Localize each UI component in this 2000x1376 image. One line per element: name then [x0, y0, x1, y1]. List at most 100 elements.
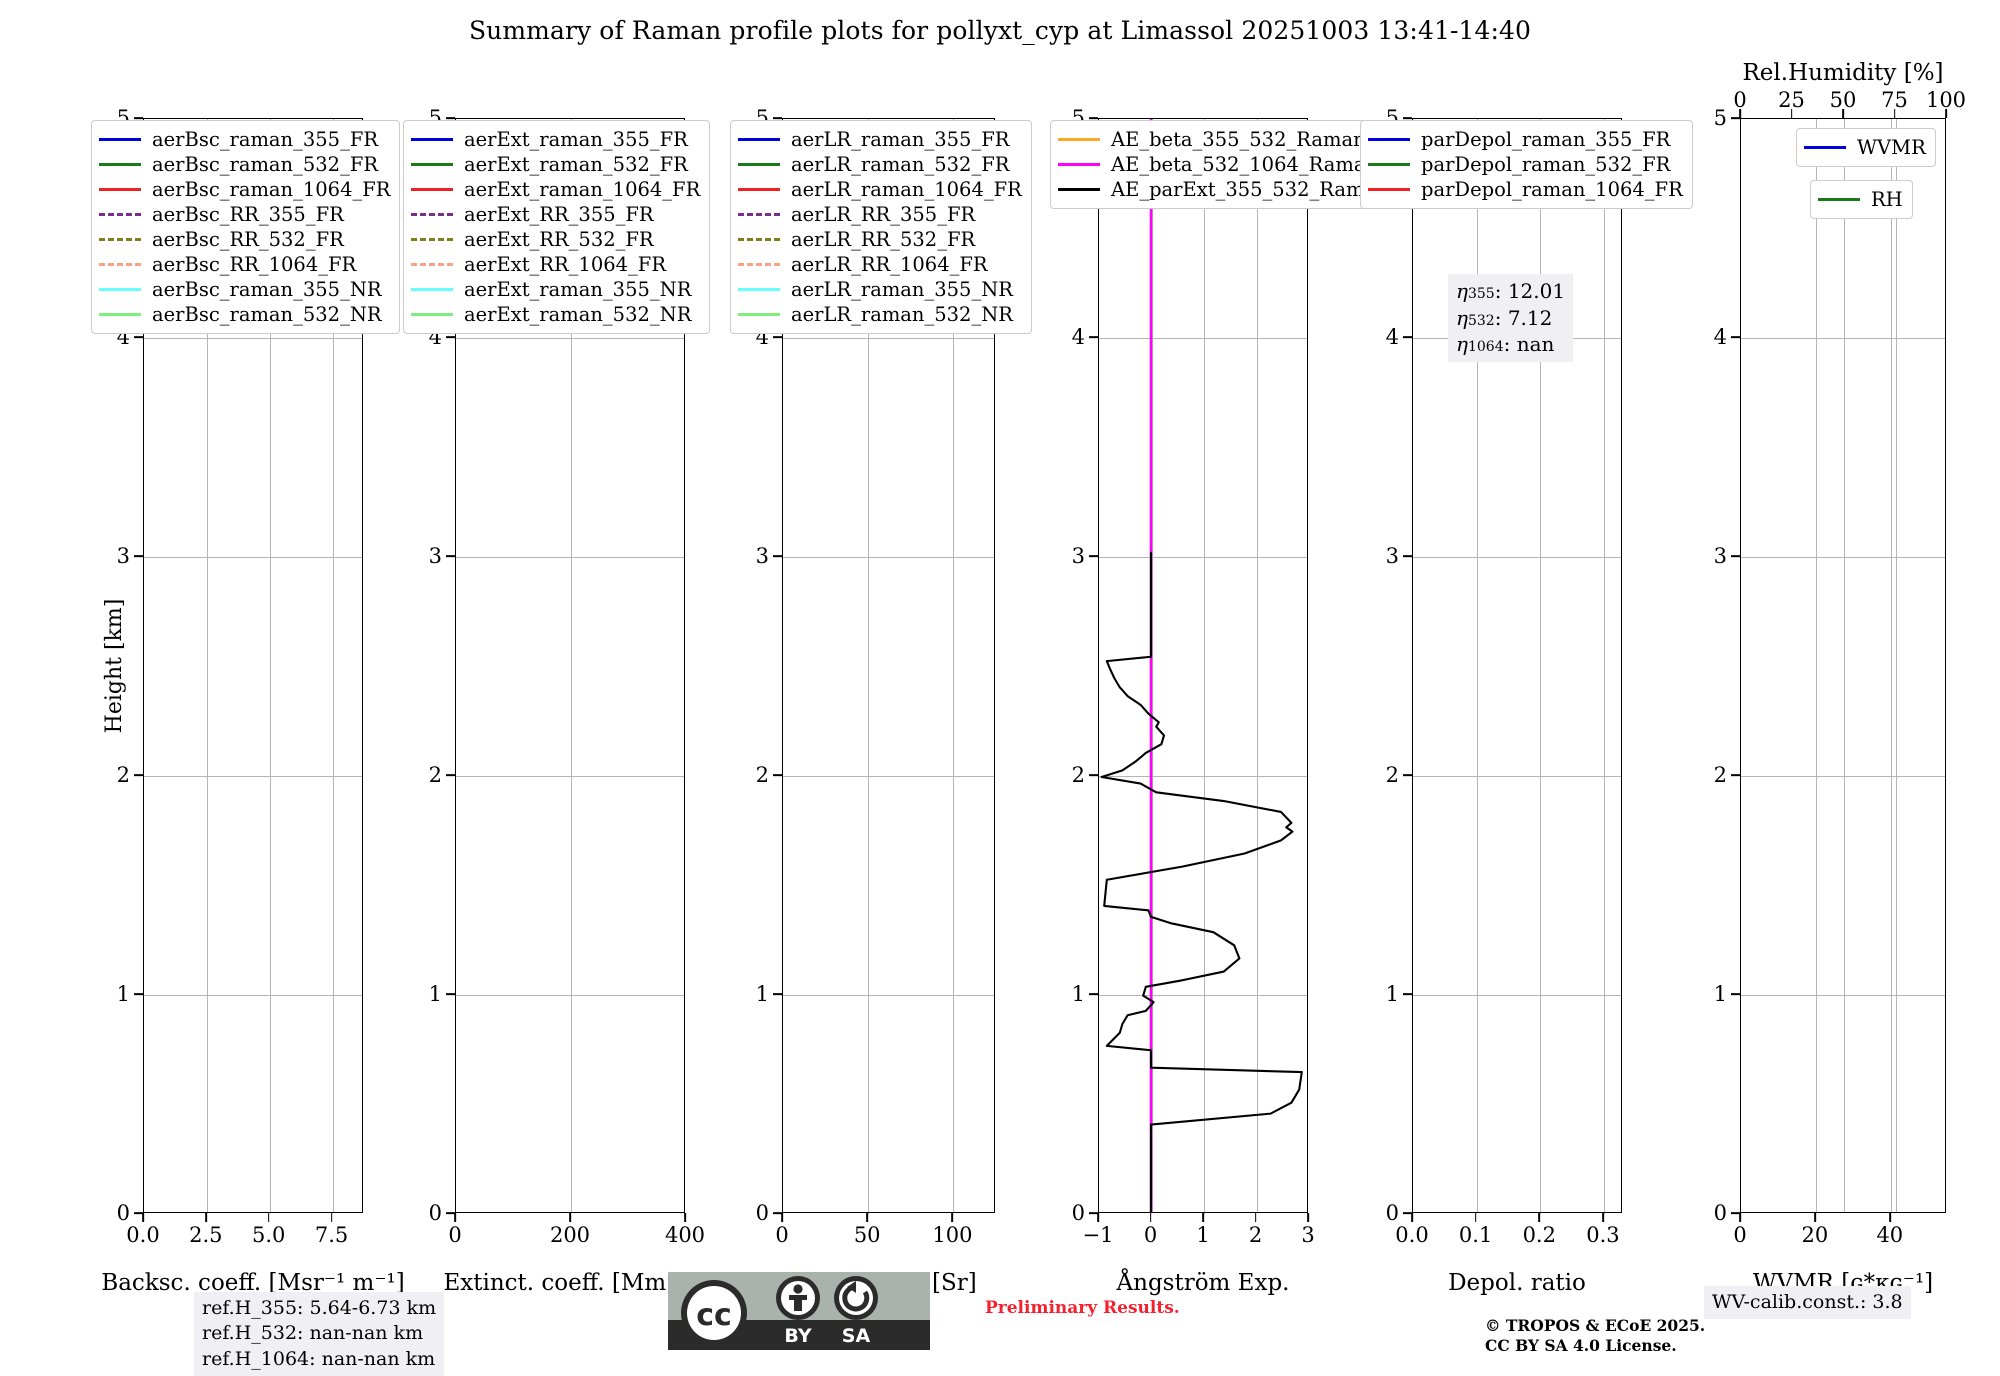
legend-entry: parDepol_raman_355_FR	[1368, 127, 1683, 152]
y-tick-label: 2	[755, 763, 769, 787]
x-tick-mark	[569, 1213, 571, 1222]
y-tick-mark	[773, 555, 782, 557]
x-tick-mark-top	[1893, 109, 1896, 118]
x-tick-label: 400	[664, 1223, 706, 1247]
y-tick-mark	[1403, 117, 1412, 119]
gridline-h	[1741, 776, 1945, 777]
x-tick-mark	[1307, 1213, 1309, 1222]
y-tick-mark	[446, 117, 455, 119]
legend-wvmr: WVMR	[1796, 128, 1936, 167]
x-tick-label: 0.2	[1522, 1223, 1556, 1247]
legend-label: aerBsc_raman_355_NR	[152, 278, 382, 301]
y-tick-label: 1	[1071, 982, 1085, 1006]
eta-line: η1064: nan	[1456, 332, 1555, 357]
x-tick-mark	[1474, 1213, 1477, 1222]
eta-value: 12.01	[1507, 279, 1566, 303]
legend-label: aerBsc_raman_532_NR	[152, 303, 382, 326]
eta-symbol: η	[1456, 332, 1468, 357]
legend-entry: AE_parExt_355_532_Raman_FR	[1058, 177, 1427, 202]
eta-subscript: 355	[1467, 286, 1495, 302]
x-tick-label: 7.5	[314, 1223, 349, 1247]
x-tick-mark	[1097, 1213, 1099, 1222]
legend-entry: aerLR_raman_355_FR	[738, 127, 1022, 152]
cc-badge-icon: cc BY SA	[668, 1272, 930, 1350]
x-tick-label: 0.1	[1458, 1223, 1493, 1247]
legend-label: parDepol_raman_355_FR	[1421, 128, 1671, 151]
gridline-h	[783, 995, 994, 996]
y-tick-mark	[1089, 117, 1098, 119]
gridline-v	[1204, 119, 1205, 1212]
y-tick-mark	[1403, 336, 1412, 338]
top-axis-title: Rel.Humidity [%]	[1742, 60, 1944, 86]
gridline-h	[1099, 995, 1307, 996]
legend-label: WVMR	[1857, 136, 1926, 159]
y-tick-label: 3	[116, 544, 130, 568]
x-tick-mark-top	[1790, 109, 1793, 118]
legend-label: aerExt_raman_1064_FR	[464, 178, 701, 201]
gridline-h	[1741, 557, 1945, 558]
legend-label: aerExt_RR_532_FR	[464, 228, 654, 251]
x-tick-mark	[1254, 1213, 1257, 1222]
legend-label: aerExt_RR_1064_FR	[464, 253, 667, 276]
gridline-v	[1603, 119, 1605, 1212]
gridline-h	[783, 557, 994, 558]
legend-entry: aerLR_RR_1064_FR	[738, 252, 1022, 277]
legend-entry: aerBsc_raman_1064_FR	[99, 177, 390, 202]
x-tick-label-top: 75	[1881, 88, 1908, 112]
eta-symbol: η	[1456, 305, 1468, 330]
legend-label: aerLR_raman_355_FR	[791, 128, 1010, 151]
legend-backscatter: aerBsc_raman_355_FR aerBsc_raman_532_FR ae…	[91, 120, 401, 334]
y-tick-mark	[446, 774, 455, 776]
svg-text:cc: cc	[696, 1298, 732, 1333]
legend-label: aerExt_raman_532_FR	[464, 153, 688, 176]
page-title: Summary of Raman profile plots for polly…	[468, 16, 1532, 45]
legend-entry: aerBsc_RR_355_FR	[99, 202, 390, 227]
y-tick-label: 4	[1713, 325, 1727, 349]
legend-entry: aerLR_raman_355_NR	[738, 277, 1022, 302]
y-tick-mark	[446, 555, 455, 557]
legend-entry: WVMR	[1804, 135, 1926, 160]
legend-label: aerLR_raman_1064_FR	[791, 178, 1022, 201]
x-tick-mark-top	[1945, 109, 1947, 118]
eta-subscript: 532	[1467, 312, 1495, 329]
gridline-v	[953, 119, 955, 1212]
legend-label: aerBsc_RR_1064_FR	[152, 253, 357, 276]
gridline-v	[269, 119, 271, 1212]
y-tick-mark	[134, 993, 143, 995]
x-tick-mark	[454, 1213, 456, 1222]
legend-entry: aerBsc_raman_355_NR	[99, 277, 390, 302]
y-tick-mark	[1403, 1212, 1412, 1214]
x-tick-label: 0.3	[1586, 1223, 1620, 1247]
eta-symbol: η	[1456, 279, 1468, 303]
preliminary-results-note: Preliminary Results.	[985, 1298, 1180, 1318]
gridline-v	[1540, 119, 1542, 1212]
y-tick-mark	[446, 993, 455, 995]
legend-entry: aerExt_raman_355_NR	[411, 277, 700, 302]
legend-entry: aerBsc_RR_532_FR	[99, 227, 390, 252]
legend-entry: aerLR_raman_532_NR	[738, 302, 1022, 327]
legend-entry: aerBsc_raman_355_FR	[99, 127, 390, 152]
gridline-v	[1844, 119, 1845, 1212]
y-tick-mark	[446, 1212, 455, 1214]
y-tick-label: 3	[428, 544, 442, 568]
x-tick-label: 0	[448, 1223, 462, 1247]
y-tick-label: 0	[1713, 1201, 1727, 1225]
x-tick-mark	[1888, 1213, 1891, 1222]
y-tick-mark	[1731, 1212, 1740, 1214]
legend-entry: aerLR_raman_1064_FR	[738, 177, 1022, 202]
x-tick-label: 0.0	[1395, 1223, 1429, 1247]
legend-label: aerLR_raman_355_NR	[791, 278, 1013, 301]
legend-entry: aerBsc_raman_532_NR	[99, 302, 390, 327]
y-tick-mark	[446, 336, 455, 338]
legend-label: parDepol_raman_1064_FR	[1421, 178, 1683, 201]
x-tick-label: 5.0	[252, 1223, 286, 1247]
legend-entry: aerExt_RR_355_FR	[411, 202, 700, 227]
x-tick-mark	[330, 1213, 333, 1222]
legend-entry: aerBsc_raman_532_FR	[99, 152, 390, 177]
y-tick-mark	[773, 117, 782, 119]
axes-wvmr-rh	[1740, 118, 1946, 1213]
x-axis-label-depol-ratio: Depol. ratio	[1448, 1270, 1586, 1296]
y-tick-mark	[1731, 993, 1740, 995]
legend-label: aerBsc_RR_355_FR	[152, 203, 344, 226]
svg-text:SA: SA	[842, 1325, 871, 1347]
